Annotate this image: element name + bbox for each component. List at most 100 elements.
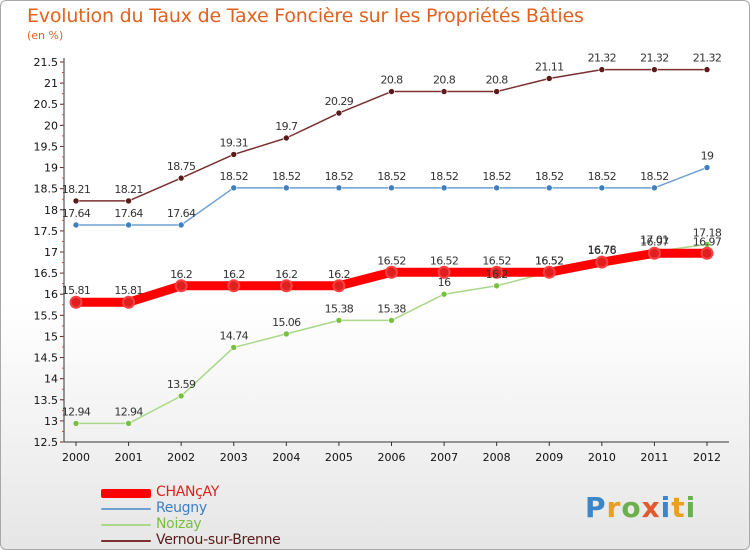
y-tick-label: 17.5 bbox=[34, 225, 59, 238]
y-tick-label: 15 bbox=[44, 330, 58, 343]
data-point bbox=[283, 330, 290, 338]
unit-label: (en %) bbox=[27, 29, 64, 42]
data-label: 18.75 bbox=[167, 160, 196, 173]
data-label: 19.7 bbox=[275, 120, 298, 133]
data-label: 16.2 bbox=[170, 268, 192, 281]
data-point bbox=[122, 295, 136, 309]
data-point bbox=[177, 221, 185, 229]
x-tick-label: 2002 bbox=[167, 451, 195, 464]
data-label: 16.52 bbox=[482, 254, 511, 267]
data-label: 21.32 bbox=[640, 52, 669, 65]
logo-letter: i bbox=[685, 491, 697, 524]
logo-letter: t bbox=[671, 491, 686, 524]
data-label: 15.81 bbox=[62, 284, 91, 297]
data-label: 20.29 bbox=[325, 95, 354, 108]
data-label: 17.18 bbox=[693, 226, 722, 239]
data-label: 19 bbox=[701, 150, 714, 163]
data-point bbox=[335, 109, 343, 117]
legend-label: Vernou-sur-Brenne bbox=[156, 532, 281, 548]
data-point bbox=[69, 295, 83, 309]
legend-label: Reugny bbox=[156, 500, 207, 516]
data-point bbox=[440, 290, 448, 298]
data-label: 18.52 bbox=[220, 170, 249, 183]
data-point bbox=[542, 265, 556, 279]
data-point bbox=[279, 279, 293, 293]
proxiti-logo: Proxiti bbox=[585, 491, 696, 524]
data-label: 18.52 bbox=[640, 170, 669, 183]
data-label: 12.94 bbox=[114, 405, 143, 418]
data-label: 17.64 bbox=[167, 207, 196, 220]
data-point bbox=[125, 221, 132, 229]
data-label: 16.2 bbox=[223, 268, 245, 281]
y-tick-label: 20.5 bbox=[34, 98, 59, 111]
data-label: 16.78 bbox=[588, 243, 617, 256]
data-point bbox=[440, 184, 448, 192]
data-point bbox=[72, 197, 80, 205]
data-label: 15.81 bbox=[114, 284, 143, 297]
x-tick-label: 2012 bbox=[693, 451, 721, 464]
data-point bbox=[230, 184, 238, 192]
data-point bbox=[125, 197, 132, 205]
y-tick-label: 21 bbox=[44, 77, 58, 90]
data-point bbox=[174, 279, 188, 293]
y-tick-label: 12.5 bbox=[34, 436, 59, 449]
data-point bbox=[332, 279, 346, 293]
y-tick-label: 18.5 bbox=[34, 183, 59, 196]
data-point bbox=[598, 66, 606, 73]
data-label: 21.32 bbox=[588, 52, 617, 65]
data-point bbox=[493, 282, 500, 290]
y-tick-label: 16.5 bbox=[34, 267, 59, 280]
data-point bbox=[283, 184, 290, 192]
x-tick-label: 2006 bbox=[378, 451, 406, 464]
x-tick-label: 2009 bbox=[535, 451, 563, 464]
legend-swatch bbox=[101, 488, 151, 498]
data-label: 16.2 bbox=[486, 268, 508, 281]
data-label: 16.2 bbox=[275, 268, 297, 281]
data-label: 18.52 bbox=[482, 170, 511, 183]
data-label: 16.76 bbox=[588, 244, 617, 257]
data-label: 18.52 bbox=[377, 170, 406, 183]
data-label: 12.94 bbox=[62, 405, 91, 418]
y-tick-label: 17 bbox=[44, 246, 58, 259]
data-label: 20.8 bbox=[433, 74, 456, 87]
legend-label: Noizay bbox=[156, 516, 202, 532]
data-label: 16.52 bbox=[535, 254, 564, 267]
y-tick-label: 16 bbox=[44, 288, 58, 301]
data-point bbox=[651, 66, 658, 73]
data-point bbox=[437, 265, 451, 279]
data-point bbox=[177, 392, 185, 400]
data-point bbox=[388, 184, 395, 192]
data-label: 14.74 bbox=[220, 329, 249, 342]
x-tick-label: 2008 bbox=[483, 451, 511, 464]
logo-letter: o bbox=[621, 491, 642, 524]
data-point bbox=[283, 134, 290, 142]
data-label: 16.52 bbox=[535, 254, 564, 267]
data-point bbox=[598, 184, 606, 192]
data-label: 17.64 bbox=[62, 207, 91, 220]
data-label: 19.31 bbox=[220, 136, 249, 149]
data-label: 20.8 bbox=[486, 74, 509, 87]
data-label: 18.21 bbox=[114, 183, 143, 196]
y-tick-label: 20 bbox=[44, 119, 58, 132]
data-label: 18.52 bbox=[325, 170, 354, 183]
data-label: 15.38 bbox=[377, 302, 406, 315]
data-label: 15.38 bbox=[325, 302, 354, 315]
logo-letter: x bbox=[641, 491, 661, 524]
legend-swatch bbox=[101, 508, 151, 510]
data-point bbox=[493, 88, 500, 95]
data-point bbox=[490, 265, 504, 279]
data-label: 16.97 bbox=[640, 235, 669, 248]
data-label: 18.52 bbox=[272, 170, 301, 183]
data-point bbox=[493, 184, 500, 192]
x-tick-label: 2001 bbox=[115, 451, 143, 464]
data-label: 18.52 bbox=[588, 170, 617, 183]
x-tick-label: 2003 bbox=[220, 451, 248, 464]
y-tick-label: 21.5 bbox=[34, 56, 59, 69]
x-tick-label: 2000 bbox=[62, 451, 90, 464]
data-point bbox=[177, 174, 185, 182]
data-point bbox=[227, 279, 241, 293]
data-point bbox=[651, 184, 658, 192]
data-label: 16 bbox=[438, 276, 451, 289]
